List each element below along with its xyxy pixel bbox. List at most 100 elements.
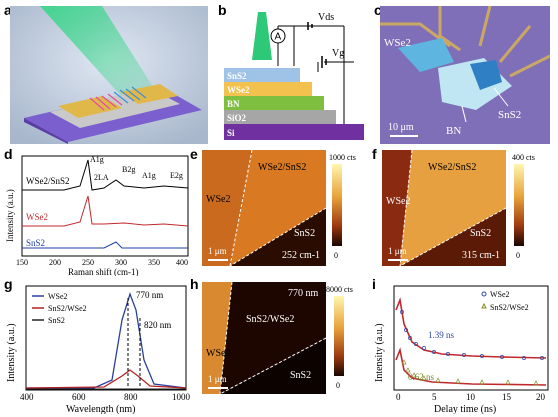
e-scale-bar-label: 1 μm — [208, 246, 227, 256]
e-region-heterostructure — [230, 150, 326, 266]
g-ylabel: Intensity (a.u.) — [6, 323, 17, 382]
d-xticks: 150 200 250 300 350 400 — [16, 258, 188, 267]
h-region-sns2 — [220, 338, 326, 394]
panel-label-g: g — [4, 276, 13, 292]
g-legend-heterostructure: SnS2/WSe2 — [48, 304, 87, 313]
sns2-lattice — [113, 86, 147, 104]
panel-a-device-render — [10, 6, 208, 144]
sns2-flake — [470, 60, 502, 90]
panel-c-optical-image: WSe2 BN SnS2 10 μm — [380, 6, 550, 144]
e-colorbar-min: 0 — [334, 251, 338, 260]
f-label-wse2: WSe2 — [386, 196, 410, 207]
h-label-wavelength: 770 nm — [288, 288, 319, 299]
i-data-wse2 — [400, 310, 544, 360]
layer-si — [224, 124, 364, 140]
panel-g-pl-spectra: Intensity (a.u.) WSe2 SnS2/WSe2 SnS2 770… — [6, 285, 191, 414]
panel-label-h: h — [190, 276, 199, 292]
wse2-lattice — [89, 93, 123, 111]
i-xtick: 10 — [466, 392, 476, 402]
d-trace-wse2 — [22, 195, 189, 227]
panel-e-raman-map: WSe2/SnS2 WSe2 SnS2 252 cm-1 1 μm 1000 c… — [202, 150, 356, 266]
g-xtick: 600 — [72, 392, 86, 402]
vds-label: Vds — [318, 12, 334, 23]
i-xticks: 0 5 10 15 20 — [396, 392, 546, 402]
d-xtick: 300 — [115, 258, 127, 267]
panel-label-f: f — [372, 146, 377, 162]
d-peak-2la: 2LA — [94, 173, 109, 182]
g-trace-wse2 — [26, 291, 187, 389]
g-annotation-820: 820 nm — [144, 320, 171, 330]
i-ylabel: Intensity (a.u.) — [374, 323, 385, 382]
e-label-heterostructure: WSe2/SnS2 — [258, 162, 306, 173]
wse2-flake — [398, 38, 454, 72]
d-xtick: 250 — [82, 258, 94, 267]
panel-d-raman-spectra: Intensity (a.u.) WSe2/SnS2 WSe2 SnS2 A1g… — [5, 155, 189, 276]
panel-f-raman-map: WSe2/SnS2 WSe2 SnS2 315 cm-1 1 μm 400 ct… — [382, 150, 535, 266]
e-colorbar-max: 1000 cts — [329, 153, 356, 162]
i-xtick: 5 — [432, 392, 437, 402]
electrode-right — [120, 84, 178, 104]
d-series-label-wse2: WSe2 — [26, 212, 48, 222]
g-xtick: 400 — [20, 392, 34, 402]
e-colorbar — [332, 164, 342, 246]
f-label-heterostructure: WSe2/SnS2 — [428, 162, 476, 173]
laser-beam — [40, 6, 160, 106]
h-colorbar-max: 8000 cts — [326, 285, 353, 294]
layer-wse2 — [224, 82, 312, 96]
label-bn: BN — [446, 125, 461, 137]
d-xtick: 350 — [148, 258, 160, 267]
h-label-heterostructure: SnS2/WSe2 — [246, 314, 294, 325]
panel-label-a: a — [4, 2, 12, 18]
layer-si-label: Si — [227, 128, 235, 138]
h-label-sns2: SnS2 — [290, 370, 311, 381]
i-xtick: 15 — [502, 392, 512, 402]
h-scale-bar-label: 1 μm — [208, 374, 227, 384]
d-peak-a1g: A1g — [90, 155, 104, 164]
d-ylabel: Intensity (a.u.) — [5, 189, 15, 242]
panel-label-b: b — [218, 2, 227, 18]
panel-label-i: i — [372, 276, 376, 292]
i-legend-heterostructure: SnS2/WSe2 — [490, 303, 529, 312]
label-wse2: WSe2 — [384, 37, 411, 49]
d-axes — [21, 155, 189, 257]
g-xtick: 1000 — [172, 392, 191, 402]
layer-bn-label: BN — [227, 99, 240, 109]
d-xtick: 400 — [176, 258, 188, 267]
h-colorbar-min: 0 — [336, 381, 340, 390]
f-colorbar — [514, 164, 524, 246]
g-axes — [25, 285, 187, 391]
h-region-heterostructure — [220, 282, 326, 394]
panel-label-d: d — [4, 146, 13, 162]
e-region-wse2 — [202, 150, 252, 266]
layer-sio2-label: SiO2 — [227, 113, 247, 123]
panel-label-e: e — [190, 146, 198, 162]
f-colorbar-max: 400 cts — [512, 153, 535, 162]
i-fit-wse2 — [395, 297, 547, 359]
d-trace-wse2-sns2 — [22, 159, 189, 191]
layer-sns2 — [224, 68, 300, 82]
layer-sio2 — [224, 110, 336, 124]
i-legend-wse2: WSe2 — [490, 290, 510, 299]
f-scale-bar-label: 1 μm — [388, 246, 407, 256]
light-beam — [252, 12, 272, 60]
d-series-label-sns2: SnS2 — [26, 238, 45, 248]
h-label-wse2: WSe2 — [206, 348, 230, 359]
f-region-heterostructure — [400, 150, 506, 266]
i-annotation-heterostructure-lifetime: 0.62 ns — [408, 372, 435, 382]
f-label-sns2: SnS2 — [470, 228, 491, 239]
electrode-left — [58, 96, 122, 118]
layer-sns2-label: SnS2 — [227, 71, 247, 81]
g-xtick: 800 — [124, 392, 138, 402]
layer-bn — [224, 96, 324, 110]
label-sns2: SnS2 — [498, 109, 521, 121]
i-annotation-wse2-lifetime: 1.39 ns — [428, 330, 455, 340]
f-wavenumber: 315 cm-1 — [462, 250, 500, 261]
d-xlabel: Raman shift (cm-1) — [68, 267, 138, 276]
vg-label: Vg — [332, 48, 344, 59]
i-fit-heterostructure — [395, 347, 547, 386]
e-label-wse2: WSe2 — [206, 194, 230, 205]
i-axes — [393, 285, 549, 391]
d-series-label-heterostructure: WSe2/SnS2 — [26, 176, 70, 186]
f-region-wse2 — [382, 150, 412, 266]
d-peak-e2g: E2g — [170, 171, 183, 180]
